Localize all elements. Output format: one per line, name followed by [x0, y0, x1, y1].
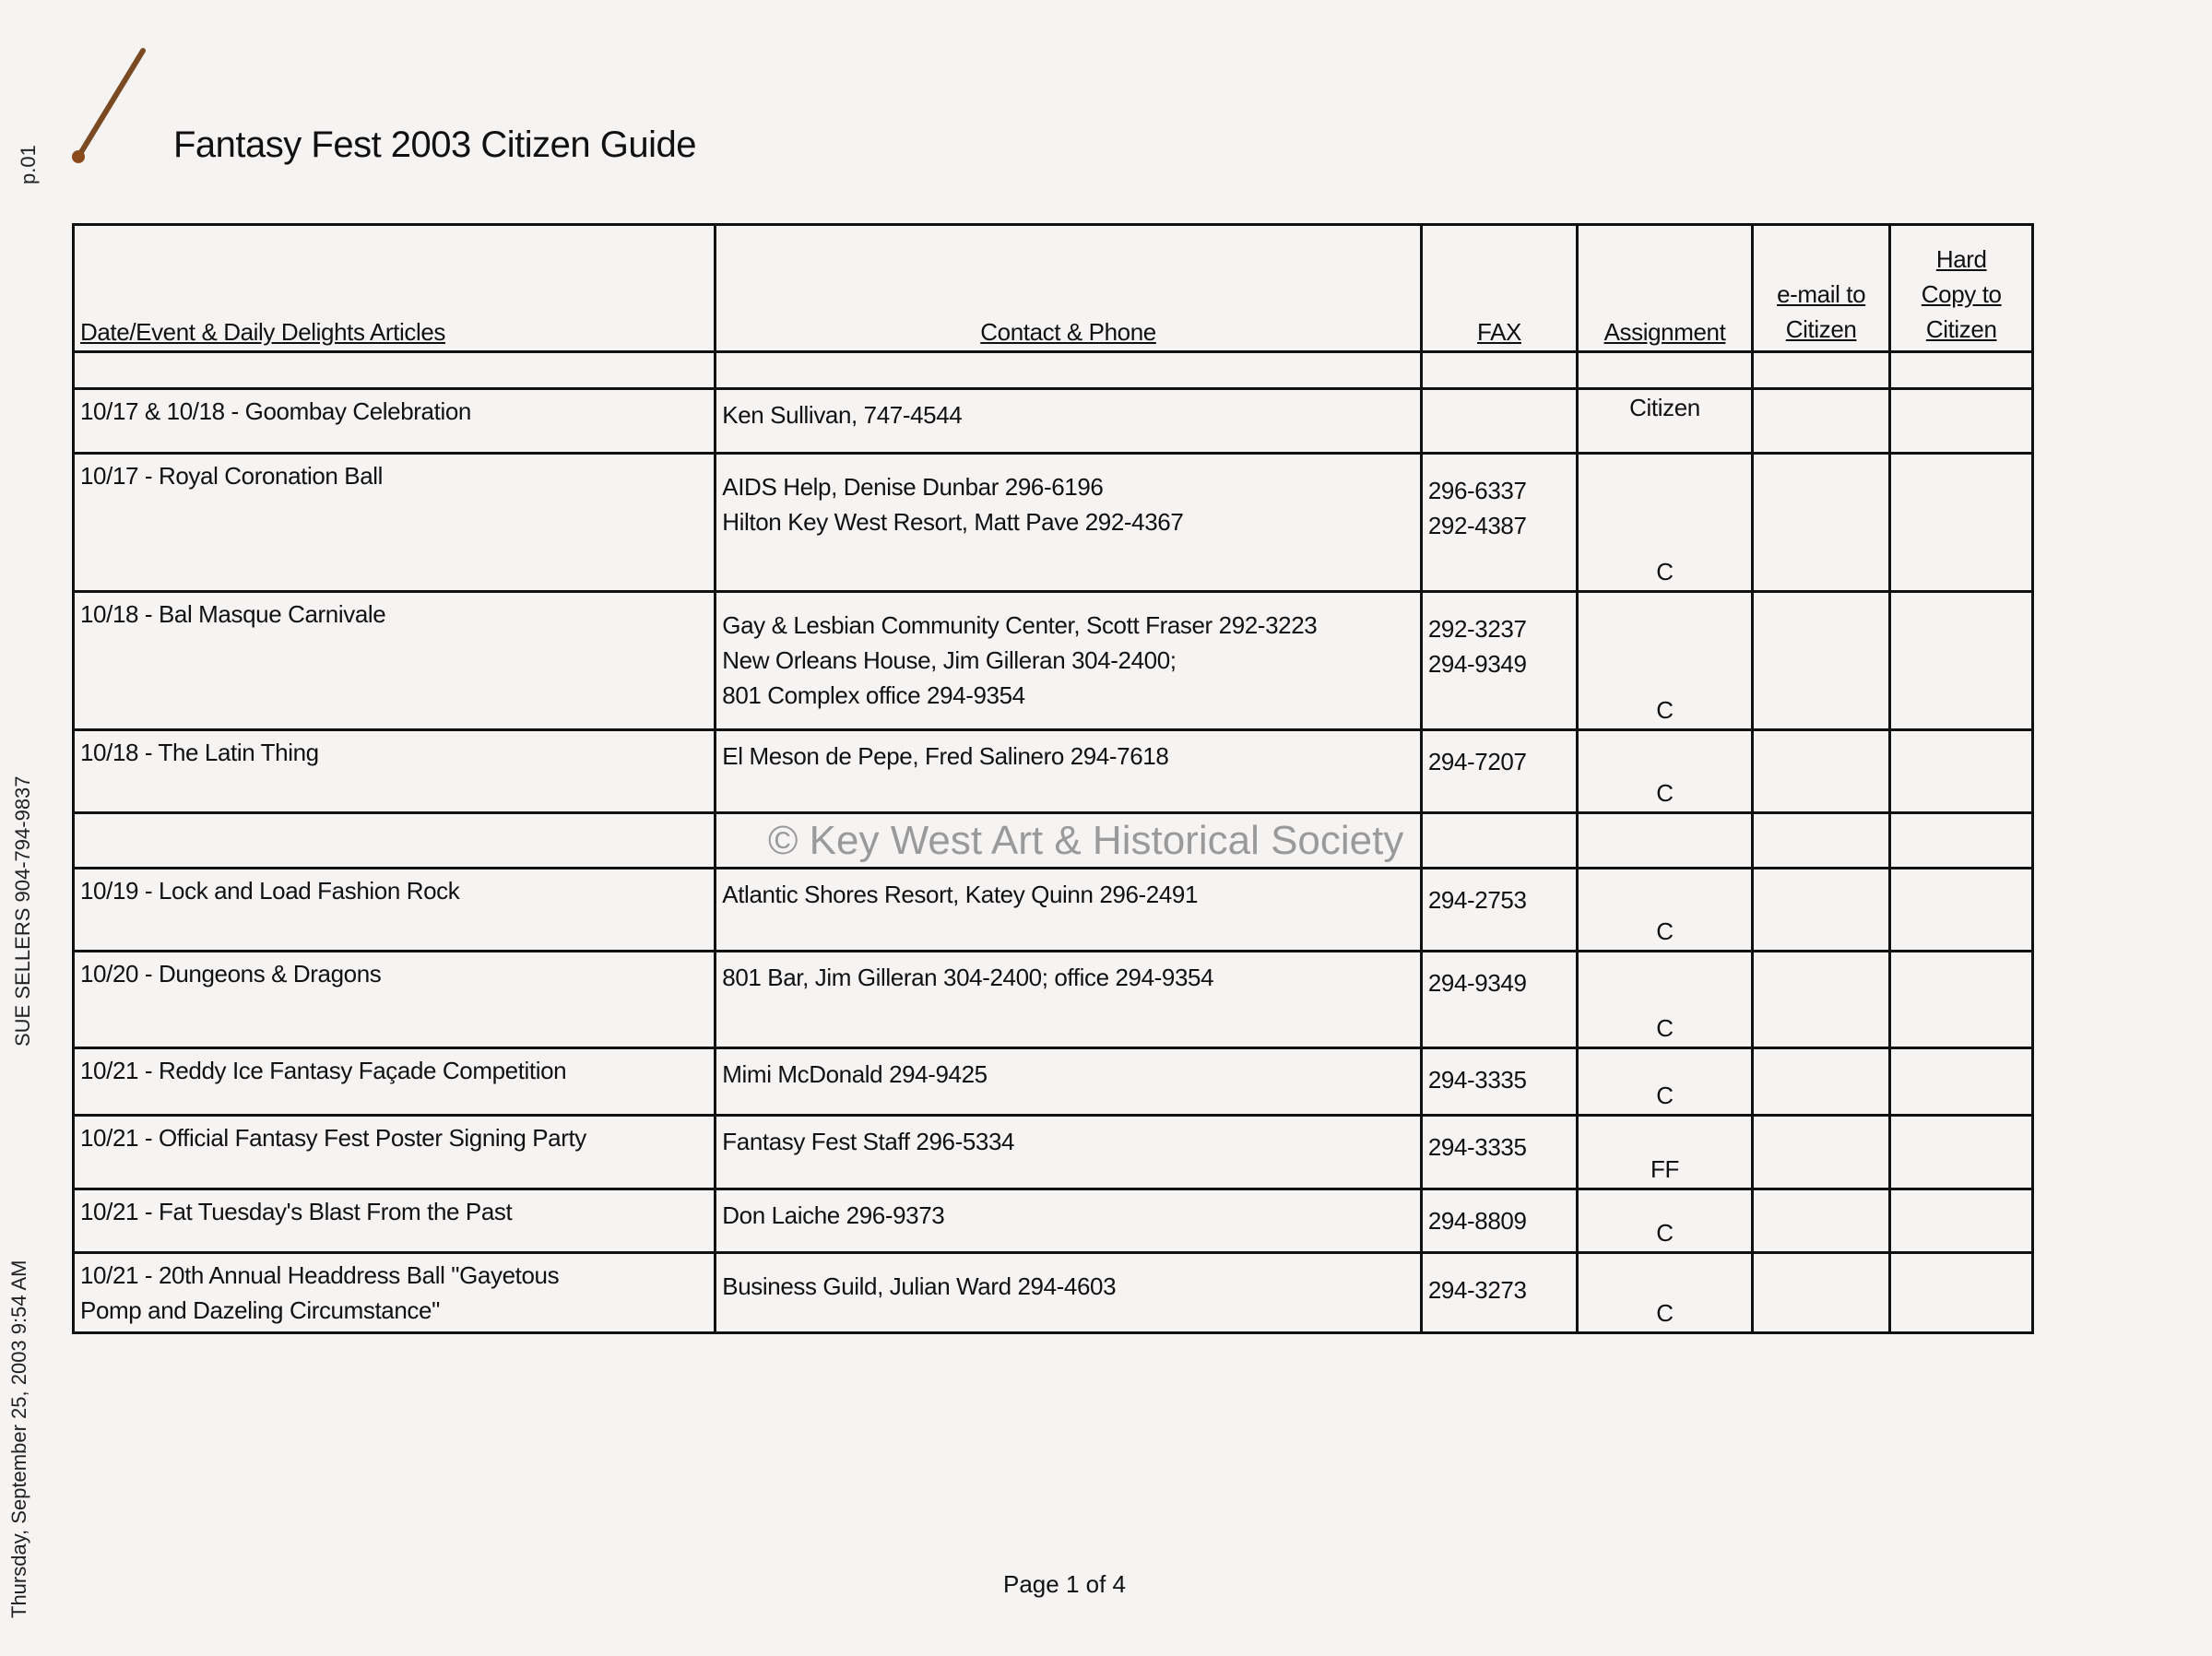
header-fax: FAX [1419, 223, 1579, 353]
blank-row: © Key West Art & Historical Society [71, 811, 2034, 869]
fax-cell: 294-2753 [1419, 867, 1579, 952]
header-hardcopy: Hard Copy to Citizen [1888, 223, 2034, 353]
page-footer: Page 1 of 4 [1003, 1570, 1126, 1598]
contact-cell: Mimi McDonald 294-9425 [714, 1047, 1423, 1117]
email-cell [1750, 590, 1892, 731]
contact-cell: Business Guild, Julian Ward 294-4603 [714, 1251, 1423, 1334]
event-cell: 10/19 - Lock and Load Fashion Rock [71, 867, 717, 952]
contact-cell: Don Laiche 296-9373 [714, 1188, 1423, 1254]
event-cell: 10/17 & 10/18 - Goombay Celebration [71, 387, 717, 455]
contact-cell: 801 Bar, Jim Gilleran 304-2400; office 2… [714, 950, 1423, 1049]
header-row: Date/Event & Daily Delights Articles Con… [71, 223, 2034, 353]
event-cell: 10/17 - Royal Coronation Ball [71, 452, 717, 593]
contact-cell: El Meson de Pepe, Fred Salinero 294-7618 [714, 728, 1423, 814]
table-row: 10/17 - Royal Coronation Ball AIDS Help,… [71, 452, 2034, 593]
hardcopy-cell [1888, 1251, 2034, 1334]
email-cell [1750, 950, 1892, 1049]
assignment-cell: C [1576, 590, 1754, 731]
event-cell: 10/18 - Bal Masque Carnivale [71, 590, 717, 731]
event-cell: 10/21 - Fat Tuesday's Blast From the Pas… [71, 1188, 717, 1254]
hardcopy-cell [1888, 950, 2034, 1049]
hardcopy-cell [1888, 387, 2034, 455]
contact-cell: Fantasy Fest Staff 296-5334 [714, 1114, 1423, 1190]
pen-mark [72, 48, 146, 163]
table-row: 10/21 - Official Fantasy Fest Poster Sig… [71, 1114, 2034, 1190]
event-cell: 10/20 - Dungeons & Dragons [71, 950, 717, 1049]
table-row: 10/19 - Lock and Load Fashion Rock Atlan… [71, 867, 2034, 952]
event-cell: 10/21 - Reddy Ice Fantasy Façade Competi… [71, 1047, 717, 1117]
contact-cell: Ken Sullivan, 747-4544 [714, 387, 1423, 455]
email-cell [1750, 1251, 1892, 1334]
contact-cell: Gay & Lesbian Community Center, Scott Fr… [714, 590, 1423, 731]
table-row: 10/17 & 10/18 - Goombay Celebration Ken … [71, 387, 2034, 455]
header-assignment: Assignment [1576, 223, 1754, 353]
fax-cell: 294-9349 [1419, 950, 1579, 1049]
email-cell [1750, 1047, 1892, 1117]
hardcopy-cell [1888, 867, 2034, 952]
assignment-cell: C [1576, 452, 1754, 593]
fax-cell: 294-8809 [1419, 1188, 1579, 1254]
fax-cell: 294-3335 [1419, 1047, 1579, 1117]
watermark: © Key West Art & Historical Society [768, 818, 1404, 863]
hardcopy-cell [1888, 728, 2034, 814]
assignment-cell: C [1576, 728, 1754, 814]
fax-cell: 294-7207 [1419, 728, 1579, 814]
hardcopy-cell [1888, 1114, 2034, 1190]
email-cell [1750, 452, 1892, 593]
fax-timestamp: Thursday, September 25, 2003 9:54 AM [7, 1260, 30, 1619]
fax-sender: SUE SELLERS 904-794-9837 [11, 775, 34, 1047]
fax-cell: 294-3273 [1419, 1251, 1579, 1334]
table-row: 10/20 - Dungeons & Dragons 801 Bar, Jim … [71, 950, 2034, 1049]
hardcopy-cell [1888, 1188, 2034, 1254]
hardcopy-cell [1888, 590, 2034, 731]
assignment-cell: C [1576, 1188, 1754, 1254]
email-cell [1750, 387, 1892, 455]
fax-cell: 292-3237 294-9349 [1419, 590, 1579, 731]
assignment-cell: C [1576, 1251, 1754, 1334]
page-title: Fantasy Fest 2003 Citizen Guide [173, 124, 697, 165]
table-row: 10/21 - Fat Tuesday's Blast From the Pas… [71, 1188, 2034, 1254]
assignment-cell: C [1576, 950, 1754, 1049]
table-row: 10/18 - Bal Masque Carnivale Gay & Lesbi… [71, 590, 2034, 731]
blank-row [71, 350, 2034, 390]
email-cell [1750, 1188, 1892, 1254]
assignment-cell: C [1576, 1047, 1754, 1117]
contact-cell: Atlantic Shores Resort, Katey Quinn 296-… [714, 867, 1423, 952]
fax-cell [1419, 387, 1579, 455]
email-cell [1750, 1114, 1892, 1190]
page-marker: p.01 [17, 145, 40, 184]
email-cell [1750, 728, 1892, 814]
assignment-cell: FF [1576, 1114, 1754, 1190]
fax-cell: 294-3335 [1419, 1114, 1579, 1190]
event-cell: 10/21 - Official Fantasy Fest Poster Sig… [71, 1114, 717, 1190]
table-row: 10/21 - 20th Annual Headdress Ball "Gaye… [71, 1251, 2034, 1334]
hardcopy-cell [1888, 1047, 2034, 1117]
event-cell: 10/21 - 20th Annual Headdress Ball "Gaye… [71, 1251, 717, 1334]
header-contact: Contact & Phone [714, 223, 1423, 353]
email-cell [1750, 867, 1892, 952]
hardcopy-cell [1888, 452, 2034, 593]
header-event: Date/Event & Daily Delights Articles [71, 223, 717, 353]
header-email: e-mail to Citizen [1750, 223, 1892, 353]
contact-cell: AIDS Help, Denise Dunbar 296-6196 Hilton … [714, 452, 1423, 593]
table-row: 10/18 - The Latin Thing El Meson de Pepe… [71, 728, 2034, 814]
assignment-cell: Citizen [1576, 387, 1754, 455]
table-row: 10/21 - Reddy Ice Fantasy Façade Competi… [71, 1047, 2034, 1117]
fax-cell: 296-6337 292-4387 [1419, 452, 1579, 593]
events-table: Date/Event & Daily Delights Articles Con… [71, 223, 2034, 1334]
assignment-cell: C [1576, 867, 1754, 952]
event-cell: 10/18 - The Latin Thing [71, 728, 717, 814]
